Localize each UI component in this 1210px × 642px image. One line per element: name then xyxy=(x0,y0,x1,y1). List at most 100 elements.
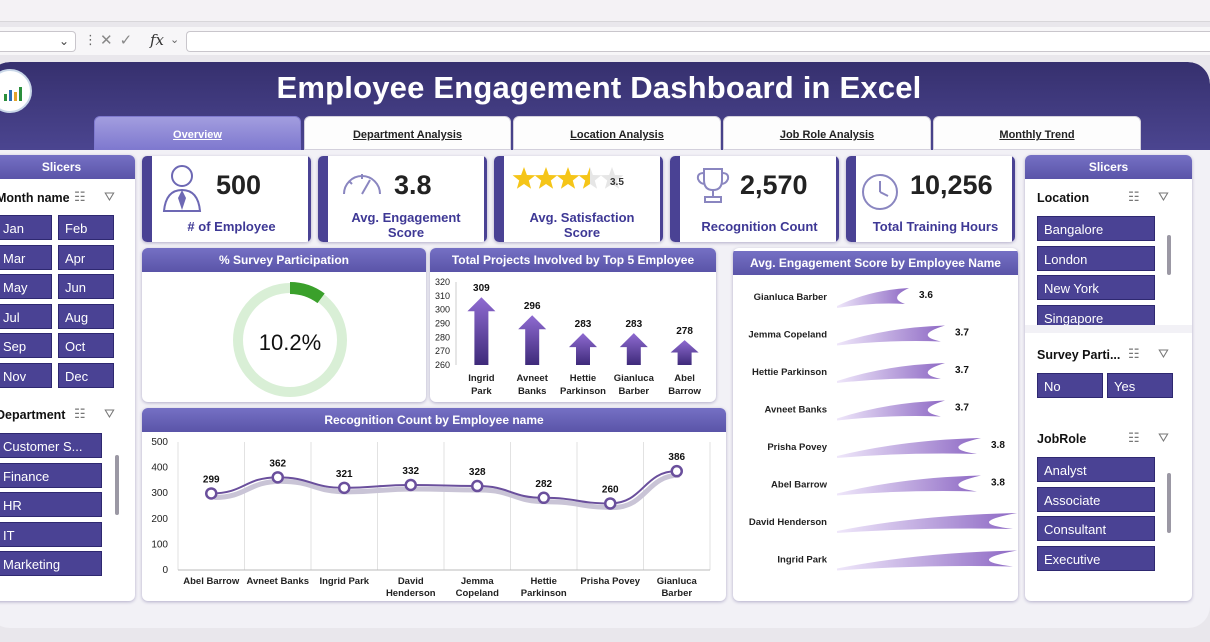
department-slicer-item-hr[interactable]: HR xyxy=(0,492,102,518)
y-tick-label: Avneet Banks xyxy=(765,405,827,416)
location-slicer-item-london[interactable]: London xyxy=(1037,245,1155,271)
multi-select-icon[interactable]: ☷ xyxy=(74,407,86,422)
dashboard-header: Employee Engagement Dashboard in Excel xyxy=(0,62,1210,150)
month-slicer-item-may[interactable]: May xyxy=(0,274,52,300)
slicer-scrollbar[interactable] xyxy=(1167,235,1171,275)
trophy-icon xyxy=(696,168,730,203)
fx-chevron-icon[interactable]: ⌄ xyxy=(170,34,180,46)
data-label: 3.6 xyxy=(919,290,933,301)
insert-function-button[interactable]: fx xyxy=(150,31,165,49)
location-slicer-item-bangalore[interactable]: Bangalore xyxy=(1037,216,1155,241)
clear-filter-icon[interactable]: ⛛ xyxy=(104,407,115,422)
slicers-title: Slicers xyxy=(1025,155,1192,179)
survey-participation-title: % Survey Participation xyxy=(142,248,426,272)
month-slicer-item-jan[interactable]: Jan xyxy=(0,215,52,240)
cancel-icon[interactable]: ✕ xyxy=(100,31,113,49)
bar-avneet-banks xyxy=(837,400,945,421)
left-slicer-panel: Slicers Month name ☷ ⛛ Jan Feb Mar Apr May Ju… xyxy=(0,155,135,601)
department-slicer-item-customer-s[interactable]: Customer S... xyxy=(0,433,102,458)
x-tick-label: Hettie xyxy=(531,576,557,587)
month-slicer-item-mar[interactable]: Mar xyxy=(0,244,52,270)
multi-select-icon[interactable]: ☷ xyxy=(74,190,86,205)
data-point xyxy=(338,481,351,495)
confirm-icon[interactable]: ✓ xyxy=(119,31,133,49)
y-tick-label: 100 xyxy=(151,539,168,550)
star-5 xyxy=(600,167,624,189)
engagement-bar-chart: Gianluca Barber 3.6 Jemma Copeland 3.7 Hetti… xyxy=(748,288,1017,571)
data-label: 321 xyxy=(336,469,353,480)
data-label: 282 xyxy=(535,479,552,490)
y-tick-label: 500 xyxy=(151,437,168,448)
x-tick-label: Avneet xyxy=(517,373,549,384)
kpi-card-recognition: 2,570 Recognition Count xyxy=(670,156,839,242)
chevron-down-icon[interactable]: ⌄ xyxy=(58,34,69,48)
month-slicer-item-jul[interactable]: Jul xyxy=(0,303,52,329)
jobrole-slicer-item-consultant[interactable]: Consultant xyxy=(1037,516,1155,542)
department-slicer-item-marketing[interactable]: Marketing xyxy=(0,551,102,577)
jobrole-slicer-item-executive[interactable]: Executive xyxy=(1037,545,1155,571)
recognition-line-chart: 0 100 200 300 400 500 299 Abel Barrow 362 Avneet … xyxy=(151,437,711,599)
y-tick-label: David Henderson xyxy=(749,517,827,528)
kpi-training-label: Total Training Hours xyxy=(872,219,999,234)
star-4 xyxy=(578,167,602,189)
data-point xyxy=(404,478,417,492)
multi-select-icon[interactable]: ☷ xyxy=(1128,347,1140,362)
y-tick-label: Gianluca Barber xyxy=(754,292,828,303)
y-tick-label: 0 xyxy=(162,565,168,576)
jobrole-slicer-item-analyst[interactable]: Analyst xyxy=(1037,457,1155,482)
month-slicer-item-oct[interactable]: Oct xyxy=(58,333,114,359)
tab-department-analysis[interactable]: Department Analysis xyxy=(304,116,511,150)
data-point xyxy=(670,464,683,478)
projects-chart-title: Total Projects Involved by Top 5 Employe… xyxy=(430,248,716,272)
data-label: 332 xyxy=(402,466,419,477)
formula-input[interactable] xyxy=(186,31,1210,52)
tab-monthly-trend[interactable]: Monthly Trend xyxy=(933,116,1141,150)
star-3 xyxy=(556,167,580,189)
recognition-chart-panel: Recognition Count by Employee name 0 100 2… xyxy=(142,408,726,601)
x-tick-label: Prisha Povey xyxy=(580,576,640,587)
month-slicer-item-dec[interactable]: Dec xyxy=(58,363,114,388)
survey-participation-value: 10.2% xyxy=(258,330,322,355)
jobrole-slicer-item-associate[interactable]: Associate xyxy=(1037,486,1155,512)
month-slicer-item-feb[interactable]: Feb xyxy=(58,215,114,240)
star-rating-value: 3.5 xyxy=(610,177,624,188)
month-slicer-item-aug[interactable]: Aug xyxy=(58,303,114,329)
kpi-card-satisfaction: 3.5 Avg. Satisfaction Score xyxy=(494,156,663,242)
multi-select-icon[interactable]: ☷ xyxy=(1128,190,1140,205)
month-slicer-item-jun[interactable]: Jun xyxy=(58,274,114,300)
department-slicer-item-it[interactable]: IT xyxy=(0,521,102,547)
x-tick-label: Parkinson xyxy=(521,588,567,599)
survey-slicer-item-yes[interactable]: Yes xyxy=(1107,373,1173,398)
slicer-scrollbar[interactable] xyxy=(115,455,119,515)
x-tick-label: Gianluca xyxy=(657,576,698,587)
clear-filter-icon[interactable]: ⛛ xyxy=(1158,347,1169,362)
bar-gianluca-barber xyxy=(837,288,909,308)
kpi-recognition-value: 2,570 xyxy=(740,170,808,200)
month-slicer-item-apr[interactable]: Apr xyxy=(58,244,114,270)
bar-gianluca-barber xyxy=(619,333,648,365)
multi-select-icon[interactable]: ☷ xyxy=(1128,431,1140,446)
month-slicer-item-sep[interactable]: Sep xyxy=(0,333,52,359)
tab-job-role-analysis[interactable]: Job Role Analysis xyxy=(723,116,931,150)
clear-filter-icon[interactable]: ⛛ xyxy=(1158,190,1169,205)
location-slicer-item-new-york[interactable]: New York xyxy=(1037,275,1155,301)
tab-overview[interactable]: Overview xyxy=(94,116,301,150)
more-options-icon[interactable]: ⋮ xyxy=(84,33,97,48)
survey-slicer-item-no[interactable]: No xyxy=(1037,373,1103,398)
clear-filter-icon[interactable]: ⛛ xyxy=(1158,431,1169,446)
engagement-chart-title: Avg. Engagement Score by Employee Name xyxy=(733,251,1018,275)
department-slicer-item-finance[interactable]: Finance xyxy=(0,462,102,488)
name-box[interactable]: ⌄ xyxy=(0,31,76,52)
slicer-scrollbar[interactable] xyxy=(1167,473,1171,533)
tab-location-analysis[interactable]: Location Analysis xyxy=(513,116,721,150)
kpi-card-engagement: 3.8 Avg. Engagement Score xyxy=(318,156,487,242)
y-tick-label: 300 xyxy=(435,305,450,315)
star-2 xyxy=(534,167,558,189)
y-tick-label: Prisha Povey xyxy=(767,442,827,453)
clear-filter-icon[interactable]: ⛛ xyxy=(104,190,115,205)
slicers-title: Slicers xyxy=(0,155,135,179)
data-point xyxy=(604,497,617,510)
data-label: 283 xyxy=(575,319,592,330)
gauge-icon xyxy=(343,174,381,195)
month-slicer-item-nov[interactable]: Nov xyxy=(0,363,52,388)
